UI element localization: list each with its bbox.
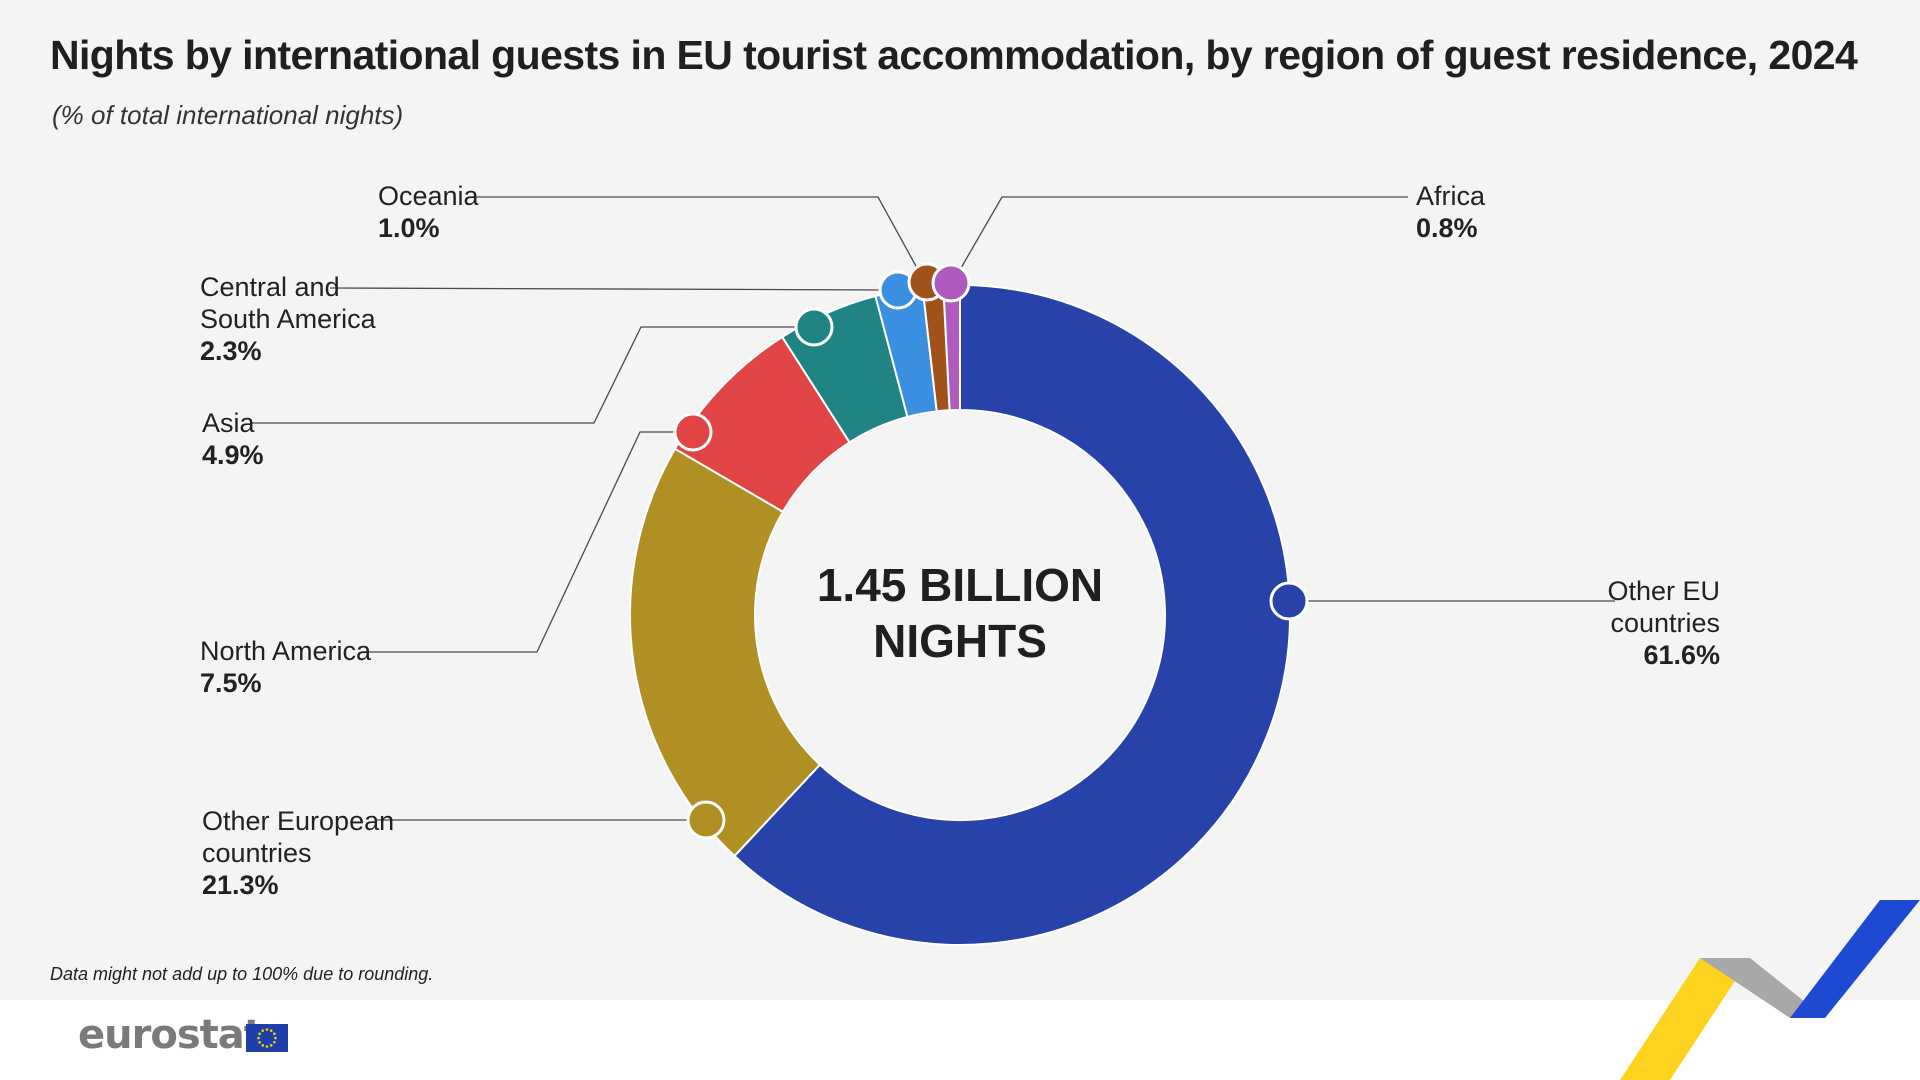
decorative-ribbon	[1620, 900, 1920, 1080]
slice-marker	[673, 412, 713, 452]
slice-value: 21.3%	[202, 870, 279, 900]
center-total-label: 1.45 BILLION NIGHTS	[817, 559, 1103, 667]
footer-band	[0, 1000, 1920, 1080]
leader-line	[362, 431, 693, 653]
slice-value: 61.6%	[1643, 640, 1720, 670]
slice-label-line: Oceania	[378, 181, 480, 211]
center-label: 1.45 BILLION NIGHTS	[817, 559, 1103, 667]
slice-label: North America 7.5%	[200, 636, 372, 698]
donut-chart: Other EU countries 61.6%Other European coun…	[200, 181, 1720, 946]
slice-label-line: countries	[1610, 608, 1720, 638]
slice-label-line: Africa	[1416, 181, 1486, 211]
slice-label: Asia 4.9%	[202, 408, 264, 470]
slice-label-line: countries	[202, 838, 312, 868]
leader-line	[960, 196, 1408, 269]
slice-label: Africa 0.8%	[1416, 181, 1486, 243]
slice-value: 1.0%	[378, 213, 440, 243]
chart-title: Nights by international guests in EU tou…	[50, 32, 1858, 78]
slice-marker	[931, 263, 971, 303]
slice-value: 0.8%	[1416, 213, 1478, 243]
slice-value: 7.5%	[200, 668, 262, 698]
slice-marker	[686, 800, 726, 840]
center-label-line: NIGHTS	[873, 615, 1047, 667]
slice-label-line: Other EU	[1607, 576, 1720, 606]
slice-label: Other European countries 21.3%	[202, 806, 394, 900]
slice-label-line: South America	[200, 304, 377, 334]
slice-label: Oceania 1.0%	[378, 181, 480, 243]
slice-marker	[1269, 581, 1309, 621]
leader-lines	[252, 196, 1615, 840]
donut-slice-other-european-countries	[629, 447, 822, 858]
leader-line	[329, 287, 899, 291]
leader-line	[473, 196, 918, 269]
slice-label: Central and South America 2.3%	[200, 272, 377, 366]
slice-labels: Other EU countries 61.6%Other European coun…	[200, 181, 1720, 900]
slice-value: 2.3%	[200, 336, 262, 366]
center-label-line: 1.45 BILLION	[817, 559, 1103, 611]
donut-slice-other-eu-countries	[733, 283, 1291, 946]
slice-label-line: North America	[200, 636, 372, 666]
slice-label-line: Other European	[202, 806, 394, 836]
leader-line	[252, 326, 814, 424]
slice-label: Other EU countries 61.6%	[1607, 576, 1720, 670]
footnote: Data might not add up to 100% due to rou…	[50, 964, 434, 984]
eurostat-logo: eurostat	[78, 1012, 263, 1058]
slice-label-line: Asia	[202, 408, 256, 438]
chart-subtitle: (% of total international nights)	[52, 100, 404, 130]
eu-flag-icon	[246, 1024, 288, 1052]
slice-label-line: Central and	[200, 272, 340, 302]
slice-marker	[794, 307, 834, 347]
slice-value: 4.9%	[202, 440, 264, 470]
